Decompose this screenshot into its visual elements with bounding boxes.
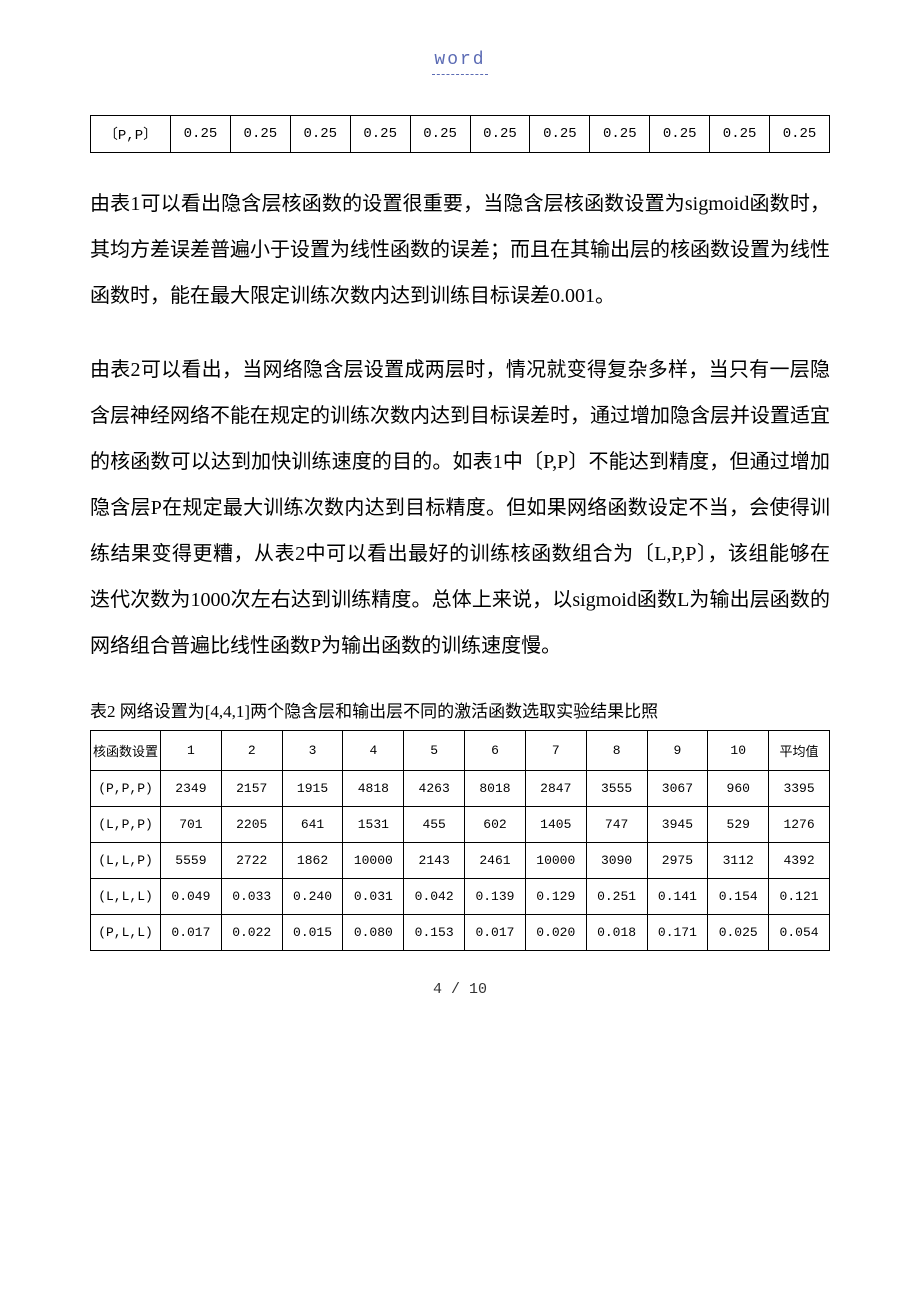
data-cell: 3945 bbox=[647, 807, 708, 843]
data-cell: 2461 bbox=[465, 843, 526, 879]
data-cell: 0.171 bbox=[647, 915, 708, 951]
data-cell: 0.25 bbox=[710, 116, 770, 153]
data-cell: 0.25 bbox=[650, 116, 710, 153]
table-row: (L,L,P) 5559 2722 1862 10000 2143 2461 1… bbox=[91, 843, 830, 879]
data-cell: 641 bbox=[282, 807, 343, 843]
data-cell: 0.017 bbox=[161, 915, 222, 951]
data-cell: 4392 bbox=[769, 843, 830, 879]
data-cell: 0.139 bbox=[465, 879, 526, 915]
data-cell: 0.25 bbox=[770, 116, 830, 153]
data-cell: 4818 bbox=[343, 771, 404, 807]
col-header: 2 bbox=[221, 731, 282, 771]
row-label-cell: (L,P,P) bbox=[91, 807, 161, 843]
row-label-cell: (P,L,L) bbox=[91, 915, 161, 951]
data-cell: 0.141 bbox=[647, 879, 708, 915]
data-cell: 0.129 bbox=[525, 879, 586, 915]
data-cell: 2157 bbox=[221, 771, 282, 807]
table-row: 〔P,P〕 0.25 0.25 0.25 0.25 0.25 0.25 0.25… bbox=[91, 116, 830, 153]
col-header: 7 bbox=[525, 731, 586, 771]
data-cell: 0.153 bbox=[404, 915, 465, 951]
data-cell: 5559 bbox=[161, 843, 222, 879]
table-row: (L,L,L) 0.049 0.033 0.240 0.031 0.042 0.… bbox=[91, 879, 830, 915]
data-cell: 701 bbox=[161, 807, 222, 843]
data-cell: 0.020 bbox=[525, 915, 586, 951]
data-cell: 602 bbox=[465, 807, 526, 843]
table-row: (P,P,P) 2349 2157 1915 4818 4263 8018 28… bbox=[91, 771, 830, 807]
data-cell: 8018 bbox=[465, 771, 526, 807]
data-cell: 0.25 bbox=[530, 116, 590, 153]
data-cell: 0.017 bbox=[465, 915, 526, 951]
data-cell: 0.049 bbox=[161, 879, 222, 915]
data-cell: 2143 bbox=[404, 843, 465, 879]
data-cell: 0.154 bbox=[708, 879, 769, 915]
data-cell: 0.042 bbox=[404, 879, 465, 915]
data-cell: 455 bbox=[404, 807, 465, 843]
data-cell: 3090 bbox=[586, 843, 647, 879]
data-cell: 0.080 bbox=[343, 915, 404, 951]
data-cell: 0.25 bbox=[171, 116, 231, 153]
data-cell: 0.018 bbox=[586, 915, 647, 951]
col-header: 核函数设置 bbox=[91, 731, 161, 771]
table-header-row: 核函数设置 1 2 3 4 5 6 7 8 9 10 平均值 bbox=[91, 731, 830, 771]
data-cell: 0.054 bbox=[769, 915, 830, 951]
col-header: 平均值 bbox=[769, 731, 830, 771]
data-cell: 0.25 bbox=[410, 116, 470, 153]
table-row: (L,P,P) 701 2205 641 1531 455 602 1405 7… bbox=[91, 807, 830, 843]
col-header: 8 bbox=[586, 731, 647, 771]
data-cell: 2205 bbox=[221, 807, 282, 843]
col-header: 3 bbox=[282, 731, 343, 771]
row-label-cell: (P,P,P) bbox=[91, 771, 161, 807]
col-header: 9 bbox=[647, 731, 708, 771]
data-cell: 0.121 bbox=[769, 879, 830, 915]
paragraph-2: 由表2可以看出，当网络隐含层设置成两层时，情况就变得复杂多样，当只有一层隐含层神… bbox=[90, 347, 830, 669]
data-cell: 1531 bbox=[343, 807, 404, 843]
col-header: 6 bbox=[465, 731, 526, 771]
data-cell: 0.25 bbox=[290, 116, 350, 153]
data-cell: 3112 bbox=[708, 843, 769, 879]
data-cell: 0.251 bbox=[586, 879, 647, 915]
data-cell: 2847 bbox=[525, 771, 586, 807]
data-cell: 747 bbox=[586, 807, 647, 843]
col-header: 1 bbox=[161, 731, 222, 771]
table1: 〔P,P〕 0.25 0.25 0.25 0.25 0.25 0.25 0.25… bbox=[90, 115, 830, 153]
header-underline bbox=[432, 74, 488, 75]
paragraph-1: 由表1可以看出隐含层核函数的设置很重要，当隐含层核函数设置为sigmoid函数时… bbox=[90, 181, 830, 319]
data-cell: 1405 bbox=[525, 807, 586, 843]
header-label: word bbox=[90, 50, 830, 70]
table2: 核函数设置 1 2 3 4 5 6 7 8 9 10 平均值 (P,P,P) 2… bbox=[90, 730, 830, 951]
data-cell: 4263 bbox=[404, 771, 465, 807]
row-label-cell: 〔P,P〕 bbox=[91, 116, 171, 153]
data-cell: 1862 bbox=[282, 843, 343, 879]
col-header: 5 bbox=[404, 731, 465, 771]
data-cell: 0.031 bbox=[343, 879, 404, 915]
data-cell: 10000 bbox=[343, 843, 404, 879]
data-cell: 3395 bbox=[769, 771, 830, 807]
col-header: 10 bbox=[708, 731, 769, 771]
row-label-cell: (L,L,P) bbox=[91, 843, 161, 879]
data-cell: 2722 bbox=[221, 843, 282, 879]
table2-caption: 表2 网络设置为[4,4,1]两个隐含层和输出层不同的激活函数选取实验结果比照 bbox=[90, 697, 830, 722]
data-cell: 3555 bbox=[586, 771, 647, 807]
row-label-cell: (L,L,L) bbox=[91, 879, 161, 915]
page-number: 4 / 10 bbox=[90, 981, 830, 998]
data-cell: 0.033 bbox=[221, 879, 282, 915]
data-cell: 0.025 bbox=[708, 915, 769, 951]
data-cell: 2975 bbox=[647, 843, 708, 879]
data-cell: 0.015 bbox=[282, 915, 343, 951]
data-cell: 960 bbox=[708, 771, 769, 807]
data-cell: 0.25 bbox=[590, 116, 650, 153]
data-cell: 0.022 bbox=[221, 915, 282, 951]
table-row: (P,L,L) 0.017 0.022 0.015 0.080 0.153 0.… bbox=[91, 915, 830, 951]
data-cell: 0.240 bbox=[282, 879, 343, 915]
col-header: 4 bbox=[343, 731, 404, 771]
data-cell: 10000 bbox=[525, 843, 586, 879]
data-cell: 529 bbox=[708, 807, 769, 843]
data-cell: 2349 bbox=[161, 771, 222, 807]
data-cell: 0.25 bbox=[470, 116, 530, 153]
data-cell: 3067 bbox=[647, 771, 708, 807]
data-cell: 1915 bbox=[282, 771, 343, 807]
data-cell: 1276 bbox=[769, 807, 830, 843]
data-cell: 0.25 bbox=[350, 116, 410, 153]
data-cell: 0.25 bbox=[230, 116, 290, 153]
